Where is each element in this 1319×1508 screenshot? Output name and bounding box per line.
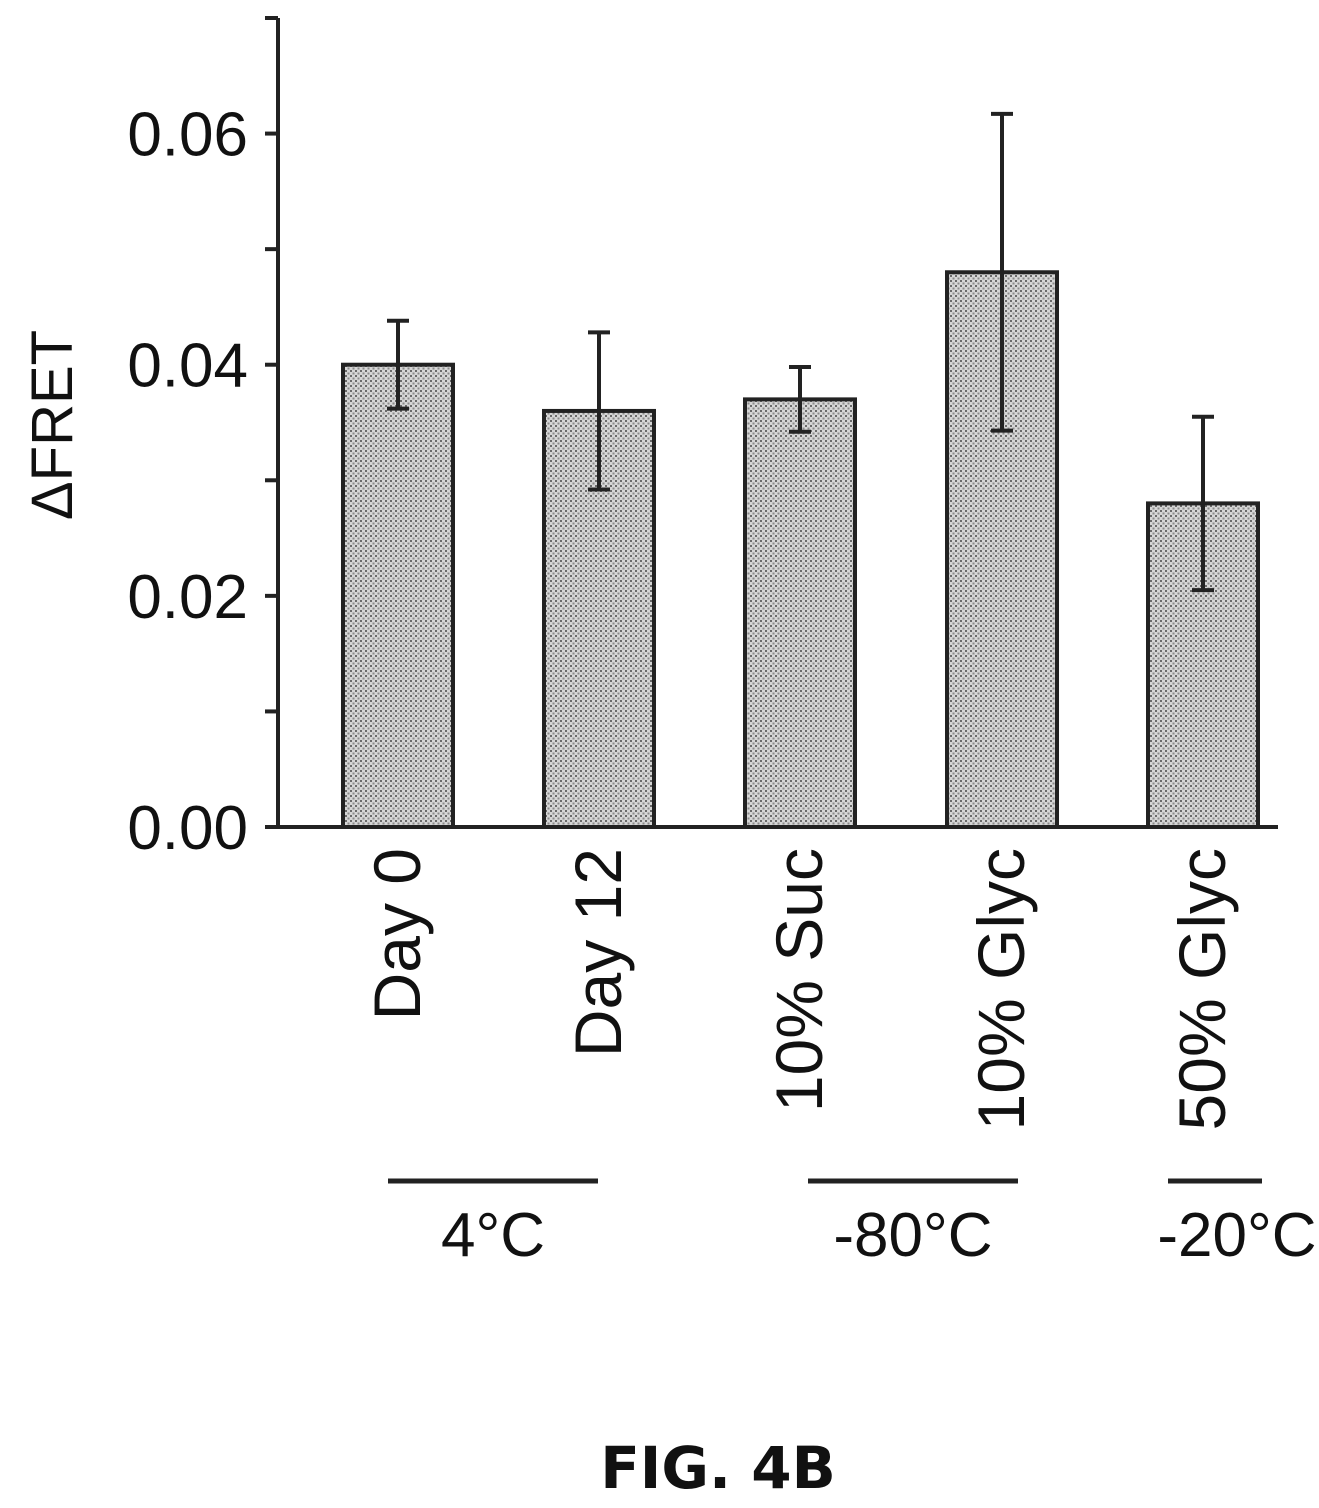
group-brackets: 4°C -80°C -20°C [388, 1178, 1317, 1270]
group-label: 4°C [441, 1201, 545, 1270]
group-label: -20°C [1157, 1201, 1316, 1270]
y-tick-label: 0.02 [127, 563, 248, 632]
error-bars [387, 111, 1214, 593]
group-label: -80°C [833, 1201, 992, 1270]
bar [743, 397, 857, 829]
x-category-label: 10% Glyc [964, 848, 1038, 1130]
y-tick-label: 0.06 [127, 101, 248, 170]
figure-label: FIG. 4B [600, 1434, 836, 1502]
x-category-label: 10% Suc [762, 848, 836, 1112]
y-axis-ticks: 0.00 0.02 0.04 0.06 [127, 16, 278, 863]
bar-chart: 0.00 0.02 0.04 0.06 ΔFRET Day 0 Day 12 10% Su… [20, 16, 1317, 1270]
category-labels: Day 0 Day 12 10% Suc 10% Glyc 50% Glyc [360, 848, 1239, 1130]
x-category-label: Day 12 [561, 848, 635, 1057]
y-tick-label: 0.04 [127, 332, 248, 401]
x-category-label: 50% Glyc [1165, 848, 1239, 1130]
x-category-label: Day 0 [360, 848, 434, 1020]
y-axis-label: ΔFRET [20, 330, 85, 520]
bar [341, 362, 455, 829]
bars [341, 270, 1260, 829]
y-tick-label: 0.00 [127, 794, 248, 863]
bar [1146, 501, 1260, 829]
